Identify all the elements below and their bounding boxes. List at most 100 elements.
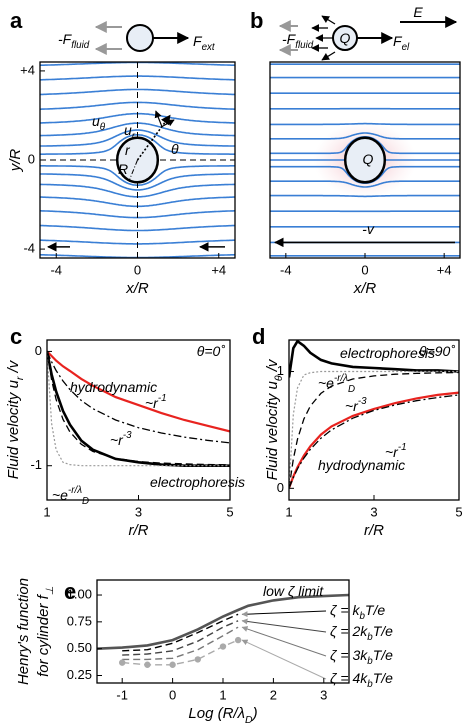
x-tick-label: 0 [169, 687, 176, 702]
particle [343, 136, 387, 184]
series-line [47, 351, 230, 444]
text-part: -F [282, 31, 297, 47]
series-label: ~r-1 [145, 393, 167, 411]
series-marker [119, 659, 126, 666]
subscript: r [132, 131, 136, 142]
streamline [270, 132, 460, 140]
y-tick-label: 0 [35, 343, 42, 358]
annotation: -v [362, 221, 375, 237]
y-tick-label: 0 [28, 151, 35, 166]
text-part: T/e [373, 670, 393, 686]
x-tick-label: 5 [226, 504, 233, 519]
series-line [289, 370, 459, 489]
annotation: -Ffluid [282, 31, 314, 51]
series-label: low ζ limit [263, 583, 324, 599]
text-part: x/R [353, 280, 377, 297]
text-part: r/R [129, 522, 149, 539]
text-part: R [118, 161, 128, 177]
series-label: hydrodynamic [318, 457, 405, 473]
annotation: Q [363, 151, 374, 167]
text-part: y/R [7, 149, 24, 173]
text-part: Q [363, 151, 374, 167]
text-part: Log (R/λ [188, 705, 245, 722]
y-tick-label: 1 [277, 363, 284, 378]
subscript: D [348, 384, 355, 395]
series-line [122, 639, 239, 666]
plot-area [97, 593, 349, 668]
radius [128, 159, 138, 181]
text-part: ~r [145, 395, 159, 411]
label-arrow [241, 626, 327, 657]
x-tick-label: 0 [361, 262, 368, 277]
y-axis-label: y/R [7, 149, 24, 173]
text-part: Q [340, 30, 351, 46]
text-part: electrophoresis [150, 474, 245, 490]
arrow [136, 114, 171, 161]
series-line [289, 394, 459, 489]
text-part: Fluid velocity u [5, 379, 22, 479]
y-tick-label: -4 [23, 241, 35, 256]
text-part: T/e [365, 602, 385, 618]
series-label: ζ = 4kbT/e [330, 670, 393, 690]
series-line [47, 351, 230, 467]
text-part: ~r [385, 444, 399, 460]
annotation: ur [124, 122, 136, 142]
x-tick-label: 5 [455, 504, 462, 519]
panel-label: a [10, 8, 23, 33]
x-axis-label: r/R [364, 522, 384, 539]
x-axis-label: r/R [129, 522, 149, 539]
x-axis-label: x/R [125, 280, 149, 297]
streamline [40, 173, 235, 191]
series-label: ζ = kbT/e [330, 602, 385, 622]
text-part: F [193, 33, 203, 49]
streamline [270, 194, 460, 198]
text-part: ζ = k [330, 602, 360, 618]
text-part: θ=90˚ [419, 343, 455, 359]
x-tick-label: +4 [211, 262, 226, 277]
arrow [154, 110, 163, 127]
x-axis-label: x/R [353, 280, 377, 297]
text-part: ~r [110, 432, 124, 448]
annotation: R [118, 161, 128, 177]
y-axis-label: Henry's function [15, 578, 32, 685]
streamline [270, 180, 460, 188]
annotation: E [413, 4, 423, 20]
x-tick-label: 3 [320, 687, 327, 702]
text-part: ~r [345, 398, 359, 414]
text-part: θ [171, 141, 179, 157]
y-tick-label: +4 [20, 62, 35, 77]
series-label: ~r-3 [345, 396, 367, 414]
text-part: E [413, 4, 423, 20]
superscript: -3 [358, 396, 367, 407]
annotation: r [125, 142, 131, 158]
annotation: uθ [92, 113, 106, 133]
plot-area [40, 62, 235, 258]
series-label: ~r-3 [110, 430, 132, 448]
arrow [161, 119, 175, 128]
x-tick-label: -4 [280, 262, 292, 277]
subscript: ⊥ [44, 586, 56, 595]
plot-frame [288, 339, 460, 501]
label-arrow [241, 618, 327, 633]
superscript: -3 [123, 430, 132, 441]
streamline [270, 122, 460, 126]
annotation: -Ffluid [58, 31, 90, 51]
panel-label: e [64, 579, 76, 604]
series-marker [219, 643, 227, 650]
text-part: electrophoresis [340, 345, 435, 361]
series-label: ζ = 3kbT/e [330, 647, 393, 667]
subscript: r [14, 376, 26, 380]
annotation: θ [171, 141, 179, 157]
superscript: -r/λ [334, 373, 348, 384]
y-axis-label: Fluid velocity ur /v [5, 359, 26, 479]
text-part: low ζ limit [263, 583, 324, 599]
y-axis-label: for cylinder f⊥ [35, 586, 56, 677]
x-tick-label: 3 [135, 504, 142, 519]
text-part: Fluid velocity u [264, 381, 281, 481]
annotation: Q [340, 30, 351, 46]
text-part: hydrodynamic [318, 457, 405, 473]
annotation: θ=90˚ [419, 343, 455, 359]
arrow [321, 15, 336, 25]
